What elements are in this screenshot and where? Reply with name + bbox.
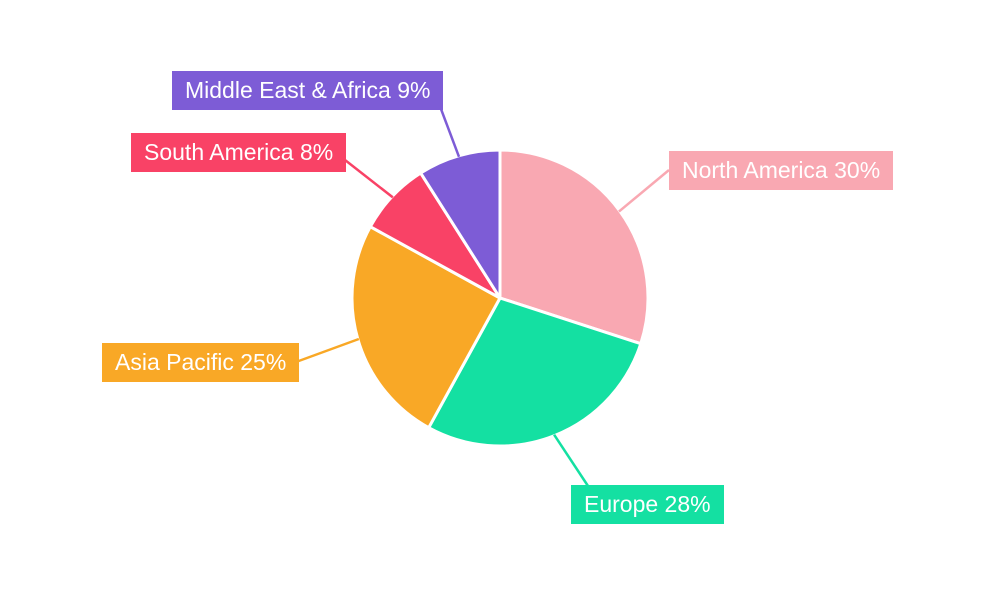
leader-line-europe <box>553 433 590 487</box>
leader-line-south-america <box>344 159 394 199</box>
leader-line-asia-pacific <box>295 337 360 364</box>
leader-line-north-america <box>618 169 670 213</box>
leader-line-middle-east-africa <box>439 108 461 158</box>
